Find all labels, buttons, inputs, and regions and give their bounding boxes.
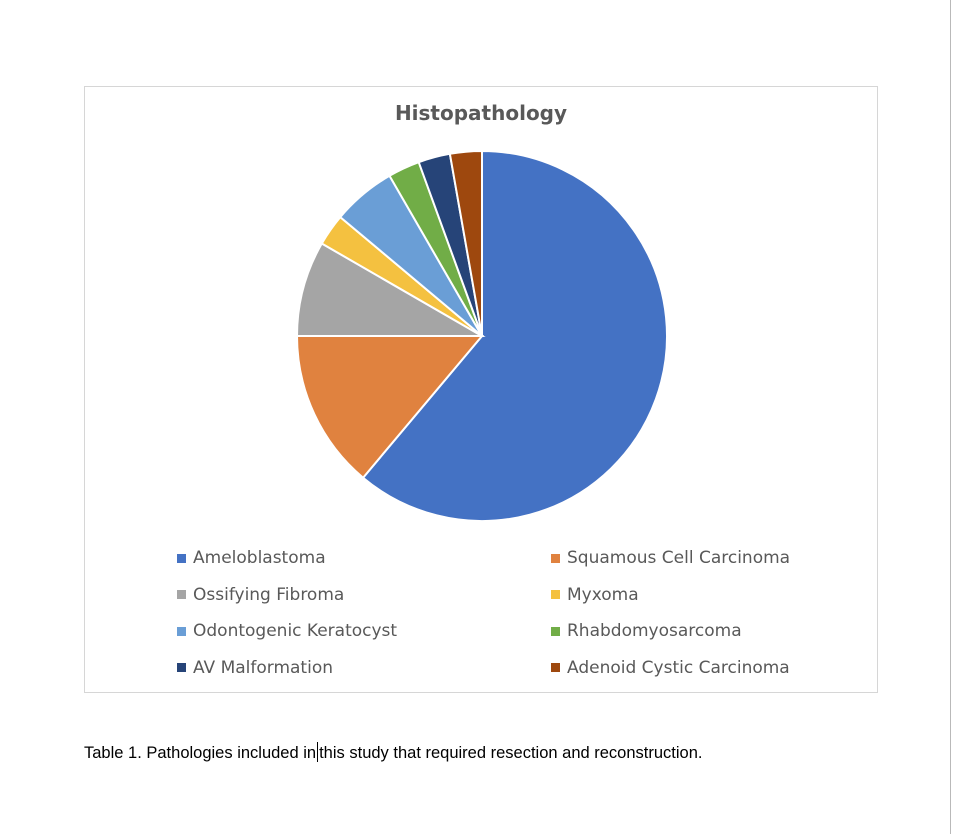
pie-slice-ossifying-fibroma[interactable] bbox=[295, 242, 486, 337]
caption[interactable]: Table 1. Pathologies included in this stu… bbox=[84, 742, 702, 763]
legend-swatch bbox=[551, 663, 560, 672]
page-edge bbox=[950, 0, 951, 834]
pie-chart bbox=[295, 149, 668, 522]
legend-label: Ossifying Fibroma bbox=[193, 584, 345, 605]
legend-item-odontogenic-keratocyst: Odontogenic Keratocyst bbox=[177, 620, 397, 642]
caption-text-start: Table 1. Pathologies included in bbox=[84, 744, 317, 762]
legend-label: AV Malformation bbox=[193, 657, 334, 678]
legend-label: Squamous Cell Carcinoma bbox=[567, 548, 791, 568]
legend-item-adenoid-cystic-carcinoma: Adenoid Cystic Carcinoma bbox=[551, 657, 790, 679]
chart-title: Histopathology bbox=[394, 101, 568, 125]
legend-label: Myxoma bbox=[567, 584, 639, 605]
legend-swatch bbox=[177, 663, 186, 672]
legend-item-rhabdomyosarcoma: Rhabdomyosarcoma bbox=[551, 620, 742, 642]
legend-label: Ameloblastoma bbox=[193, 548, 326, 568]
legend-item-myxoma: Myxoma bbox=[551, 584, 639, 606]
text-cursor bbox=[317, 742, 319, 762]
legend-label: Adenoid Cystic Carcinoma bbox=[567, 657, 790, 678]
legend-label: Rhabdomyosarcoma bbox=[567, 621, 742, 641]
chart-area[interactable]: Histopathology Ameloblastoma Squamous Cel… bbox=[84, 86, 878, 693]
legend-swatch bbox=[177, 626, 186, 636]
pie-slice-adenoid-cystic-carcinoma[interactable] bbox=[448, 149, 483, 337]
legend-item-av-malformation: AV Malformation bbox=[177, 657, 333, 679]
caption-text-end: this study that required resection and r… bbox=[319, 744, 703, 762]
legend-label: Odontogenic Keratocyst bbox=[193, 621, 398, 641]
legend-swatch bbox=[177, 553, 186, 563]
pie-slice-ameloblastoma[interactable] bbox=[361, 149, 668, 522]
legend-item-ameloblastoma: Ameloblastoma bbox=[177, 547, 326, 569]
legend-swatch bbox=[551, 590, 560, 599]
legend-swatch bbox=[177, 590, 186, 599]
legend-item-squamous-cell-carcinoma: Squamous Cell Carcinoma bbox=[551, 547, 790, 569]
legend-item-ossifying-fibroma: Ossifying Fibroma bbox=[177, 584, 344, 606]
legend-swatch bbox=[551, 626, 560, 636]
legend-swatch bbox=[551, 553, 560, 563]
pie-slice-squamous-cell-carcinoma[interactable] bbox=[295, 335, 485, 480]
